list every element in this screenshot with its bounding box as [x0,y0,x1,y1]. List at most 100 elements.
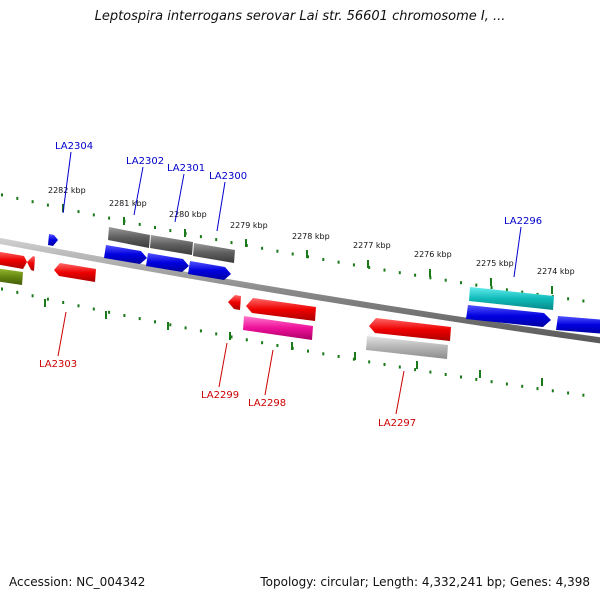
cds-forward-track [108,227,554,310]
feature-LA2302-gene[interactable] [104,245,147,264]
leader-LA2298 [264,349,274,396]
leader-LA2296 [513,226,522,278]
minor-tick [460,375,462,379]
feature-LA2299-gene[interactable] [246,298,316,321]
feature-LA2297-gene[interactable] [369,318,451,341]
minor-tick [368,360,371,364]
outer-tick-ring [1,193,585,303]
minor-tick [138,222,141,226]
minor-tick [383,268,386,272]
feature-LA2302-cds[interactable] [108,227,150,248]
minor-tick [567,297,570,301]
gene-forward-track [48,234,600,334]
gene-reverse-track [0,251,451,341]
minor-tick [536,387,539,391]
feature-olive-cds[interactable] [0,268,23,285]
minor-tick [31,200,34,204]
feature-LA2296-cds[interactable] [469,287,554,310]
minor-tick [77,210,80,214]
minor-tick [230,241,233,245]
minor-tick [505,382,508,386]
feature-LA2298-cds[interactable] [243,316,313,340]
minor-tick [414,273,417,277]
scale-labels: 2282 kbp 2281 kbp 2280 kbp 2279 kbp 2278… [48,186,575,276]
feature-LA2300-cds[interactable] [193,243,235,263]
minor-tick [383,363,386,366]
feature-LA2301-gene[interactable] [146,253,189,272]
scale-label: 2275 kbp [476,259,514,268]
minor-tick [475,377,478,381]
minor-tick [352,263,355,267]
minor-tick [1,193,3,197]
inner-ticks [44,299,543,386]
scale-label: 2276 kbp [414,250,452,259]
minor-tick [108,310,111,314]
leader-LA2303 [57,311,67,357]
gene-label-LA2299[interactable]: LA2299 [201,390,239,401]
gene-label-LA2296[interactable]: LA2296 [504,216,542,227]
gene-label-LA2303[interactable]: LA2303 [39,359,77,370]
minor-tick [398,365,401,369]
gene-label-LA2304[interactable]: LA2304 [55,141,93,152]
minor-tick [429,276,432,280]
feature-LA2304-gene[interactable] [48,234,58,246]
minor-tick [551,389,554,393]
minor-tick [261,246,264,250]
gene-label-LA2298[interactable]: LA2298 [248,398,286,409]
feature-LA2297-cds[interactable] [366,336,448,359]
feature-small-red-gene-2[interactable] [228,295,241,310]
label-leaders [57,151,522,415]
minor-tick [582,299,585,303]
feature-LA2296-gene[interactable] [466,305,551,327]
leader-LA2297 [395,370,405,415]
feature-left-red-gene[interactable] [0,251,27,269]
minor-tick [567,391,570,395]
gene-label-LA2300[interactable]: LA2300 [209,171,247,182]
minor-tick [123,314,126,317]
gene-label-LA2302[interactable]: LA2302 [126,156,164,167]
minor-tick [521,384,524,388]
leader-LA2302 [133,166,144,216]
minor-tick [337,355,340,358]
scale-label: 2274 kbp [537,267,575,276]
leader-LA2300 [216,181,226,232]
minor-tick [460,281,462,285]
minor-tick [62,301,65,304]
map-title: Leptospira interrogans serovar Lai str. … [94,9,506,24]
minor-tick [276,344,279,347]
feature-LA2300-gene[interactable] [188,261,231,280]
gene-label-LA2297[interactable]: LA2297 [378,418,416,429]
scale-label: 2278 kbp [292,232,330,241]
minor-tick [199,235,202,239]
minor-tick [46,297,49,301]
minor-tick [16,196,19,200]
feature-small-red-gene[interactable] [27,256,35,271]
minor-tick [46,203,49,207]
scale-label: 2280 kbp [169,210,207,219]
minor-tick [31,294,34,298]
feature-LA2303-gene[interactable] [54,263,96,282]
feature-LA2301-cds[interactable] [150,235,193,255]
minor-tick [276,249,279,253]
gene-label-LA2301[interactable]: LA2301 [167,163,205,174]
minor-tick [261,341,264,345]
minor-tick [77,304,80,308]
scale-label: 2279 kbp [230,221,268,230]
minor-tick [108,216,111,220]
scale-label: 2277 kbp [353,241,391,250]
minor-tick [414,368,417,372]
inner-tick-ring [1,287,585,397]
gene-labels: LA2304 LA2302 LA2301 LA2300 LA2296 LA230… [39,141,542,429]
minor-tick [307,349,309,353]
minor-tick [398,271,401,275]
minor-tick [475,283,478,287]
feature-LA2295-gene[interactable] [556,316,600,334]
leader-LA2299 [218,342,228,388]
scale-label: 2282 kbp [48,186,86,195]
minor-tick [215,238,218,242]
minor-tick [521,290,524,294]
cds-reverse-track [0,268,448,359]
genome-summary-text: Topology: circular; Length: 4,332,241 bp… [260,575,590,589]
minor-tick [16,290,19,294]
